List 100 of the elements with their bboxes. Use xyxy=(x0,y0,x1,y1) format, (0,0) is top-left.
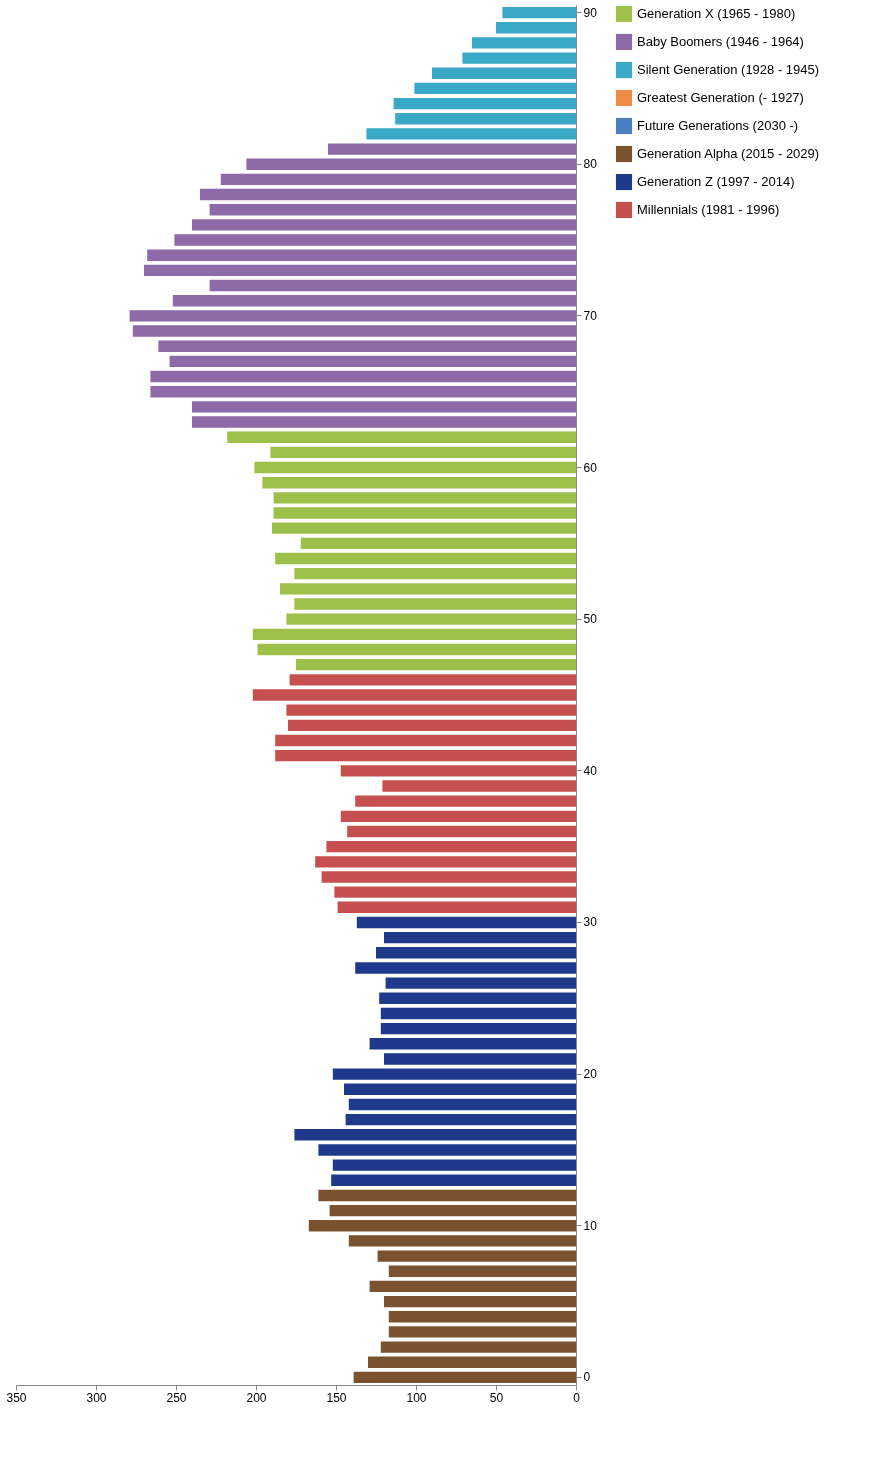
bar xyxy=(246,158,576,170)
bar xyxy=(294,567,576,580)
bar xyxy=(380,1022,576,1035)
bar xyxy=(347,825,576,838)
bar xyxy=(393,97,576,110)
bar xyxy=(289,674,576,686)
bar xyxy=(296,658,576,671)
bar xyxy=(331,1174,576,1186)
x-tick-label: 100 xyxy=(406,1390,427,1405)
bar xyxy=(150,386,576,398)
bar xyxy=(388,1311,576,1323)
bar xyxy=(369,1038,576,1050)
bar xyxy=(379,992,576,1004)
bar xyxy=(472,37,576,49)
bar xyxy=(254,461,576,474)
legend-label: Generation Alpha (2015 - 2029) xyxy=(637,146,820,161)
bar xyxy=(356,916,576,929)
y-tick-label: 50 xyxy=(583,612,598,627)
y-tick-label: 70 xyxy=(583,308,598,323)
bar xyxy=(275,552,576,565)
bar xyxy=(132,325,576,337)
bar xyxy=(275,734,576,747)
bar xyxy=(273,492,576,504)
bar xyxy=(286,613,576,625)
bar xyxy=(380,1007,576,1020)
bar xyxy=(209,204,576,216)
bar xyxy=(288,719,576,732)
bar xyxy=(209,279,576,292)
legend-label: Generation Z (1997 - 2014) xyxy=(637,174,795,189)
bar xyxy=(368,1356,576,1368)
bar xyxy=(345,1113,576,1126)
bar xyxy=(262,477,576,489)
legend-label: Baby Boomers (1946 - 1964) xyxy=(637,34,804,49)
legend-label: Generation X (1965 - 1980) xyxy=(637,6,796,21)
legend-label: Millennials (1981 - 1996) xyxy=(637,202,780,217)
bar xyxy=(280,583,576,595)
bar xyxy=(334,886,576,898)
y-tick-label: 80 xyxy=(583,157,598,172)
bar xyxy=(344,1083,576,1095)
legend-label: Future Generations (2030 -) xyxy=(637,118,799,133)
bar xyxy=(384,1295,576,1308)
x-tick-label: 150 xyxy=(326,1390,347,1405)
bar xyxy=(340,765,576,777)
bar xyxy=(388,1265,576,1277)
bar xyxy=(275,749,576,762)
bar xyxy=(200,188,576,201)
bar xyxy=(355,962,576,974)
bar xyxy=(300,537,576,550)
bar xyxy=(496,22,576,34)
bar xyxy=(172,295,576,307)
bar xyxy=(414,82,576,95)
bar xyxy=(388,1326,576,1338)
y-tick-label: 40 xyxy=(583,763,598,778)
x-tick-label: 250 xyxy=(166,1390,187,1405)
bar xyxy=(385,977,576,989)
bar xyxy=(318,1144,576,1156)
bar xyxy=(150,370,576,383)
bar xyxy=(315,856,576,868)
bar xyxy=(328,143,576,155)
bar xyxy=(332,1159,576,1171)
bar xyxy=(169,355,576,368)
x-tick-label: 50 xyxy=(489,1390,504,1405)
bar xyxy=(252,689,576,701)
bar xyxy=(380,1341,576,1353)
bar xyxy=(382,780,576,792)
bar xyxy=(294,598,576,610)
bar xyxy=(220,173,576,186)
bar xyxy=(286,704,576,716)
bar xyxy=(376,947,576,959)
bar xyxy=(369,1280,576,1293)
y-tick-label: 30 xyxy=(583,915,598,930)
bar xyxy=(348,1098,576,1111)
bar xyxy=(272,522,576,534)
bar xyxy=(348,1235,576,1247)
bar xyxy=(353,1371,576,1384)
bar xyxy=(384,931,576,944)
bar xyxy=(332,1068,576,1080)
bar xyxy=(321,871,576,883)
y-tick-label: 60 xyxy=(583,460,598,475)
bar xyxy=(337,901,576,913)
bar xyxy=(355,795,576,807)
y-tick-label: 90 xyxy=(583,5,598,20)
bar xyxy=(257,643,576,656)
bar xyxy=(432,67,576,79)
bar xyxy=(308,1220,576,1232)
bar xyxy=(377,1250,576,1262)
bar xyxy=(174,234,576,246)
bar xyxy=(144,264,576,277)
bar xyxy=(192,401,576,413)
x-tick-label: 200 xyxy=(246,1390,267,1405)
y-tick-label: 0 xyxy=(583,1370,591,1385)
bar xyxy=(227,431,576,443)
bar xyxy=(192,219,576,231)
bar xyxy=(366,128,576,140)
bar xyxy=(340,810,576,823)
bar xyxy=(462,52,576,64)
bar xyxy=(252,628,576,641)
bar xyxy=(147,249,576,261)
bar xyxy=(502,6,576,19)
bar xyxy=(158,340,576,352)
